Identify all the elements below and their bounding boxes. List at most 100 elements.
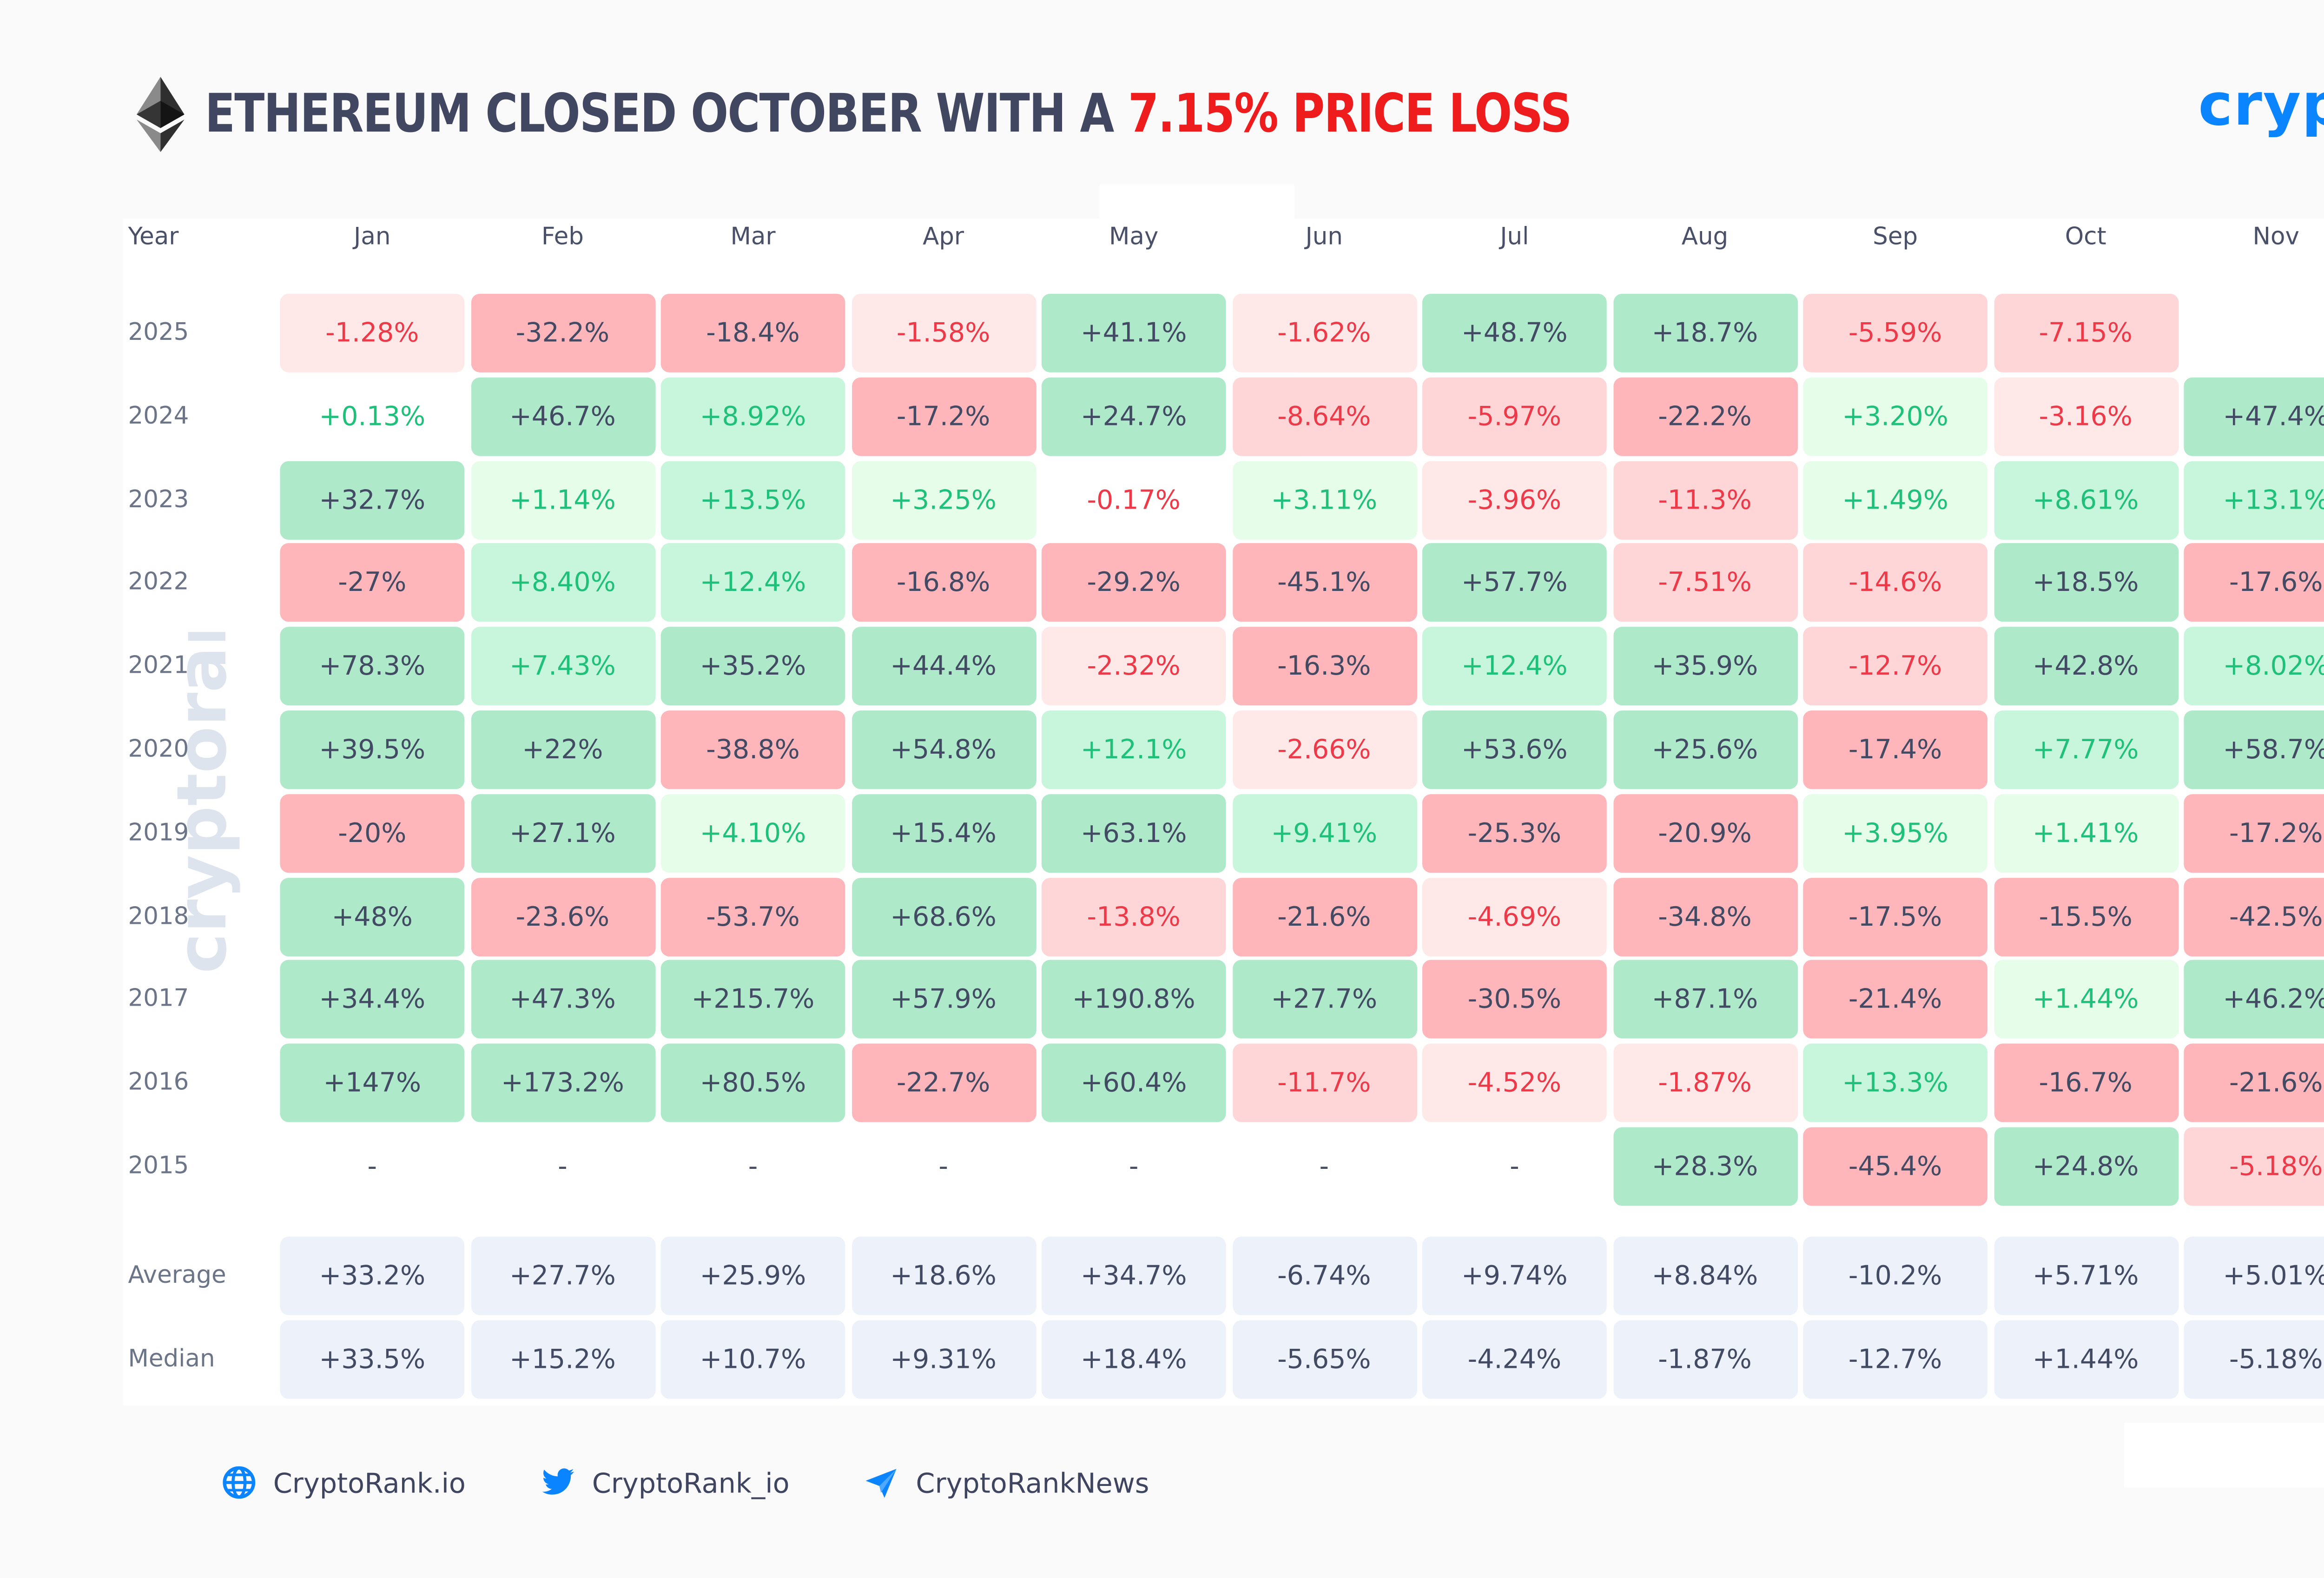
heatmap-cell: +28.3% bbox=[1612, 1127, 1797, 1206]
heatmap-cell: +13.1% bbox=[2184, 460, 2324, 539]
heatmap-cell: -15.5% bbox=[1993, 877, 2178, 956]
summary-cell: -12.7% bbox=[1803, 1319, 1987, 1399]
heatmap-cell: -16.7% bbox=[1993, 1044, 2178, 1123]
column-header-may: May bbox=[1109, 224, 1159, 252]
heatmap-cell: -5.97% bbox=[1422, 377, 1607, 456]
panel-tab bbox=[1099, 184, 1294, 222]
heatmap-cell: +13.3% bbox=[1803, 1044, 1987, 1123]
summary-cell: -5.18% bbox=[2184, 1319, 2324, 1399]
page-title: ETHEREUM CLOSED OCTOBER WITH A 7.15% PRI… bbox=[205, 84, 1572, 145]
heatmap-cell: +35.9% bbox=[1612, 627, 1797, 706]
footer-link-twitter[interactable]: CryptoRank_io bbox=[541, 1465, 790, 1499]
heatmap-cell: +87.1% bbox=[1612, 960, 1797, 1039]
column-header-aug: Aug bbox=[1681, 224, 1729, 252]
telegram-icon bbox=[866, 1469, 898, 1498]
summary-cell: +33.5% bbox=[280, 1319, 465, 1399]
heatmap-cell: -42.5% bbox=[2184, 877, 2324, 956]
heatmap-cell: -16.3% bbox=[1232, 627, 1417, 706]
heatmap-cell: +47.4% bbox=[2184, 377, 2324, 456]
heatmap-cell: -5.59% bbox=[1803, 293, 1987, 372]
heatmap-cell: +1.49% bbox=[1803, 460, 1987, 539]
heatmap-cell: -17.4% bbox=[1803, 710, 1987, 789]
heatmap-cell: +215.7% bbox=[660, 960, 845, 1039]
heatmap-cell: +1.14% bbox=[470, 460, 655, 539]
row-label-year: 2021 bbox=[128, 652, 189, 680]
heatmap-cell: +57.7% bbox=[1422, 544, 1607, 623]
heatmap-cell: +9.41% bbox=[1232, 794, 1417, 873]
summary-cell: +5.71% bbox=[1993, 1236, 2178, 1315]
heatmap-cell: +7.43% bbox=[470, 627, 655, 706]
brand-logo: cryptorank bbox=[2198, 72, 2324, 140]
heatmap-cell: -3.96% bbox=[1422, 460, 1607, 539]
heatmap-cell: -8.64% bbox=[1232, 377, 1417, 456]
heatmap-cell: +48% bbox=[280, 877, 465, 956]
heatmap-cell: -17.2% bbox=[851, 377, 1036, 456]
heatmap-cell: +3.95% bbox=[1803, 794, 1987, 873]
summary-cell: +27.7% bbox=[470, 1236, 655, 1315]
heatmap-cell: -11.3% bbox=[1612, 460, 1797, 539]
heatmap-cell: +18.5% bbox=[1993, 544, 2178, 623]
heatmap-cell: +34.4% bbox=[280, 960, 465, 1039]
heatmap-cell: +25.6% bbox=[1612, 710, 1797, 789]
column-header-sep: Sep bbox=[1873, 224, 1918, 252]
heatmap-cell: +3.11% bbox=[1232, 460, 1417, 539]
column-header-year: Year bbox=[128, 224, 179, 252]
summary-cell: +10.7% bbox=[660, 1319, 845, 1399]
heatmap-cell: +24.7% bbox=[1041, 377, 1226, 456]
heatmap-cell: -27% bbox=[280, 544, 465, 623]
heatmap-cell: +42.8% bbox=[1993, 627, 2178, 706]
column-header-oct: Oct bbox=[2065, 224, 2106, 252]
heatmap-cell: +27.1% bbox=[470, 794, 655, 873]
summary-cell: -5.65% bbox=[1232, 1319, 1417, 1399]
heatmap-cell: +12.4% bbox=[660, 544, 845, 623]
ethereum-logo-icon bbox=[136, 77, 185, 152]
footer-link-label: CryptoRank_io bbox=[592, 1466, 790, 1499]
summary-cell: +1.44% bbox=[1993, 1319, 2178, 1399]
heatmap-cell: +58.7% bbox=[2184, 710, 2324, 789]
heatmap-cell: +41.1% bbox=[1041, 293, 1226, 372]
heatmap-cell: - bbox=[748, 1151, 758, 1182]
heatmap-cell: -53.7% bbox=[660, 877, 845, 956]
heatmap-cell: +22% bbox=[470, 710, 655, 789]
footer-link-telegram[interactable]: CryptoRankNews bbox=[865, 1465, 1149, 1499]
watermark-text: cryptorank bbox=[162, 632, 242, 974]
heatmap-cell: +8.61% bbox=[1993, 460, 2178, 539]
heatmap-cell: +57.9% bbox=[851, 960, 1036, 1039]
footer-link-label: CryptoRankNews bbox=[916, 1466, 1149, 1499]
column-header-jun: Jun bbox=[1305, 224, 1343, 252]
heatmap-cell: +1.41% bbox=[1993, 794, 2178, 873]
heatmap-cell: -1.62% bbox=[1232, 293, 1417, 372]
heatmap-cell: -4.52% bbox=[1422, 1044, 1607, 1123]
summary-cell: +18.6% bbox=[851, 1236, 1036, 1315]
heatmap-cell: -11.7% bbox=[1232, 1044, 1417, 1123]
column-header-jul: Jul bbox=[1500, 224, 1529, 252]
heatmap-cell: +32.7% bbox=[280, 460, 465, 539]
heatmap-cell: +54.8% bbox=[851, 710, 1036, 789]
heatmap-cell: -21.6% bbox=[1232, 877, 1417, 956]
summary-cell: +18.4% bbox=[1041, 1319, 1226, 1399]
heatmap-cell: -1.58% bbox=[851, 293, 1036, 372]
heatmap-cell: -5.18% bbox=[2184, 1127, 2324, 1206]
row-label-year: 2015 bbox=[128, 1153, 189, 1180]
column-header-feb: Feb bbox=[541, 224, 584, 252]
heatmap-cell: -21.4% bbox=[1803, 960, 1987, 1039]
heatmap-cell: +18.7% bbox=[1612, 293, 1797, 372]
heatmap-cell: +8.92% bbox=[660, 377, 845, 456]
column-header-mar: Mar bbox=[730, 224, 776, 252]
summary-cell: -1.87% bbox=[1612, 1319, 1797, 1399]
heatmap-cell: +12.4% bbox=[1422, 627, 1607, 706]
footer-link-website[interactable]: CryptoRank.io bbox=[222, 1465, 466, 1499]
heatmap-cell: - bbox=[1510, 1151, 1519, 1182]
heatmap-cell: - bbox=[938, 1151, 948, 1182]
summary-cell: +15.2% bbox=[470, 1319, 655, 1399]
heatmap-cell: +68.6% bbox=[851, 877, 1036, 956]
column-header-jan: Jan bbox=[354, 224, 391, 252]
column-header-apr: Apr bbox=[923, 224, 964, 252]
heatmap-cell: -18.4% bbox=[660, 293, 845, 372]
summary-cell: -4.24% bbox=[1422, 1319, 1607, 1399]
heatmap-cell: -32.2% bbox=[470, 293, 655, 372]
heatmap-cell: +3.25% bbox=[851, 460, 1036, 539]
summary-cell: -10.2% bbox=[1803, 1236, 1987, 1315]
summary-cell: +5.01% bbox=[2184, 1236, 2324, 1315]
